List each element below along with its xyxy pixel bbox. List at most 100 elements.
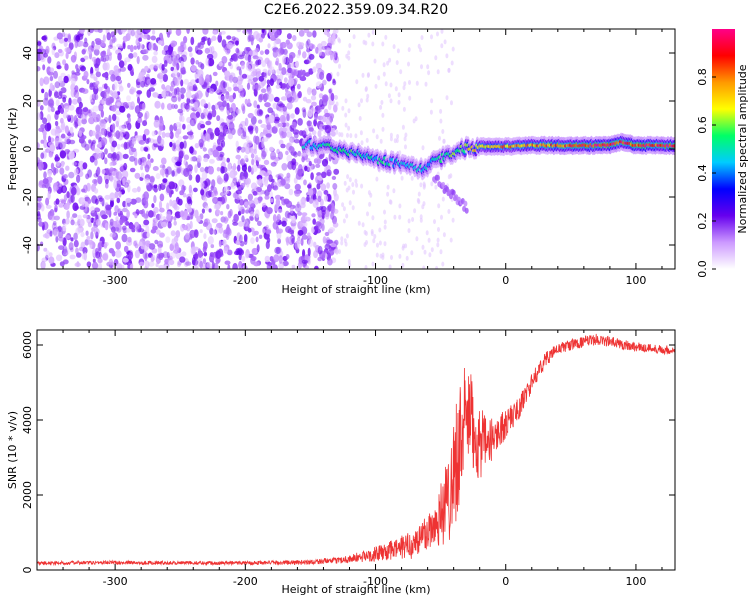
heatmap-cell — [264, 195, 270, 200]
heatmap-cell — [283, 77, 288, 83]
heatmap-cell — [158, 183, 162, 192]
heatmap-cell — [440, 43, 444, 49]
heatmap-cell — [174, 130, 180, 139]
heatmap-cell — [188, 174, 193, 181]
heatmap-cell — [264, 49, 270, 55]
heatmap-cell — [202, 147, 207, 152]
heatmap-cell — [274, 194, 282, 200]
heatmap-cell — [64, 218, 70, 225]
heatmap-cell — [341, 202, 345, 208]
colorbar-tick-label: 0.2 — [696, 212, 709, 230]
heatmap-cell — [316, 206, 321, 211]
heatmap-cell — [169, 199, 173, 207]
heatmap-cell — [344, 98, 348, 104]
heatmap-cell — [140, 146, 144, 152]
heatmap-cell — [381, 252, 385, 258]
heatmap-cell — [207, 58, 215, 67]
heatmap-cell — [187, 213, 193, 220]
heatmap-cell — [170, 40, 177, 48]
heatmap-cell — [186, 124, 191, 132]
heatmap-cell — [142, 133, 147, 142]
heatmap-cell — [68, 97, 72, 106]
heatmap-cell — [265, 229, 272, 235]
heatmap-cell — [322, 79, 327, 86]
heatmap-cell — [92, 179, 98, 184]
heatmap-cell — [81, 49, 86, 55]
heatmap-cell — [393, 138, 397, 144]
heatmap-cell — [376, 242, 379, 248]
heatmap-cell — [355, 79, 359, 85]
heatmap-cell — [311, 101, 317, 107]
heatmap-cell — [419, 214, 423, 220]
heatmap-cell — [289, 206, 294, 214]
heatmap-cell — [261, 60, 267, 68]
heatmap-cell — [281, 67, 287, 76]
heatmap-cell — [47, 176, 53, 184]
heatmap-cell — [191, 94, 198, 99]
heatmap-cell — [291, 63, 295, 71]
heatmap-cell — [134, 131, 138, 136]
heatmap-cell — [288, 52, 296, 59]
heatmap-cell — [129, 155, 136, 162]
heatmap-cell — [384, 34, 388, 40]
heatmap-cell — [226, 157, 230, 163]
heatmap-cell — [224, 94, 231, 102]
heatmap-cell — [375, 176, 379, 182]
heatmap-cell — [52, 220, 57, 226]
heatmap-cell — [142, 212, 148, 219]
heatmap-cell — [266, 262, 273, 269]
snr-frame — [36, 329, 676, 571]
colorbar-ticks: 0.0 0.2 0.4 0.6 0.8 — [696, 68, 716, 278]
heatmap-cell — [118, 83, 123, 89]
heatmap-cell — [55, 110, 61, 115]
heatmap-cell — [93, 117, 99, 123]
heatmap-cell — [205, 74, 211, 83]
heatmap-cell — [49, 209, 55, 217]
heatmap-cell — [172, 244, 180, 251]
heatmap-cell — [88, 116, 95, 125]
heatmap-cell — [296, 53, 300, 59]
heatmap-cell — [407, 228, 411, 234]
y-tick-label: -20 — [21, 188, 34, 206]
heatmap-cell — [386, 184, 390, 190]
heatmap-cell — [128, 53, 134, 59]
heatmap-cell — [100, 51, 106, 58]
heatmap-cell — [159, 168, 165, 176]
heatmap-cell — [79, 136, 85, 144]
heatmap-cell — [274, 246, 281, 255]
heatmap-cell — [190, 156, 194, 162]
heatmap-cell — [157, 72, 164, 80]
heatmap-cell — [286, 154, 293, 163]
heatmap-cell — [194, 143, 200, 149]
heatmap-cell — [421, 244, 425, 250]
heatmap-cell — [182, 123, 186, 130]
heatmap-cell — [247, 165, 252, 173]
heatmap-cell — [140, 49, 147, 55]
heatmap-cell — [66, 210, 70, 219]
heatmap-cell — [253, 100, 258, 108]
heatmap-cell — [175, 246, 180, 251]
heatmap-cell — [215, 80, 219, 87]
y-tick-label: 6000 — [21, 331, 34, 359]
heatmap-cell — [342, 206, 346, 212]
heatmap-cell — [91, 145, 96, 152]
heatmap-cell — [254, 47, 260, 53]
heatmap-cell — [312, 199, 319, 209]
heatmap-cell — [78, 108, 83, 115]
heatmap-cell — [235, 189, 242, 195]
heatmap-cell — [111, 123, 116, 130]
heatmap-cell — [157, 244, 163, 248]
heatmap-cell — [204, 132, 211, 141]
heatmap-cell — [441, 196, 445, 202]
heatmap-cell — [315, 46, 319, 54]
heatmap-cell — [166, 202, 170, 211]
heatmap-cell — [99, 119, 107, 128]
heatmap-cell — [317, 195, 322, 203]
heatmap-cell — [139, 261, 145, 266]
heatmap-cell — [48, 256, 55, 265]
heatmap-cell — [317, 209, 323, 218]
heatmap-cell — [373, 234, 377, 239]
heatmap-cell — [134, 249, 140, 259]
heatmap-cell — [79, 218, 85, 227]
x-tick-label: -300 — [103, 575, 128, 588]
